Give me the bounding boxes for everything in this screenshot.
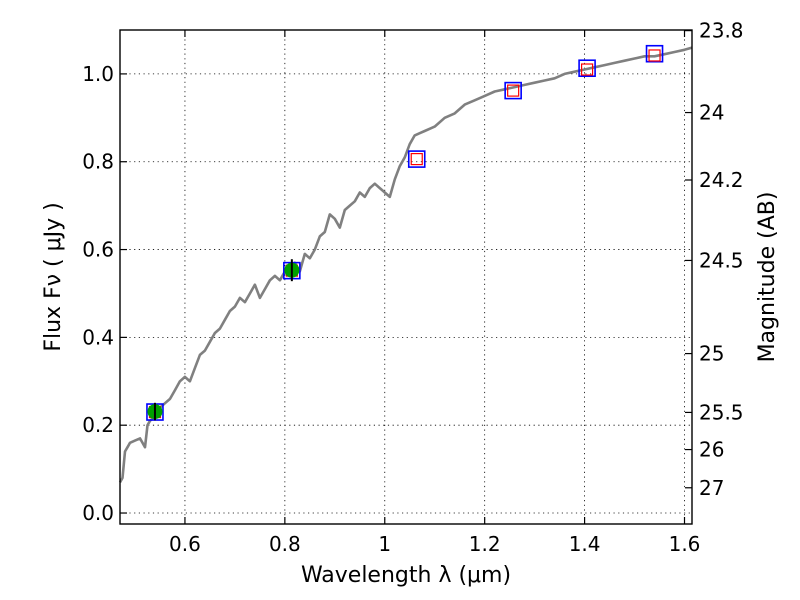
x-axis-title: Wavelength λ (μm) <box>301 563 511 588</box>
y-axis-title: Flux Fν ( μJy ) <box>41 202 66 351</box>
y-tick-label: 0.4 <box>82 325 114 349</box>
y2-tick-label: 24.5 <box>699 248 744 272</box>
model-box <box>580 63 594 76</box>
sed-line <box>118 46 693 483</box>
y2-tick-label: 27 <box>699 476 724 500</box>
y-axis-right: 23.8 24 24.2 24.5 25 25.5 26 27 <box>685 19 744 500</box>
plot-frame <box>119 29 693 525</box>
y-tick-label: 1.0 <box>82 62 114 86</box>
model-box <box>507 84 520 97</box>
y2-tick-label: 24 <box>699 101 724 125</box>
x-tick-label: 1.6 <box>669 532 701 556</box>
y2-tick-label: 26 <box>699 438 724 462</box>
y-axis-left: 0.0 0.2 0.4 0.6 0.8 1.0 <box>82 62 127 525</box>
model-box <box>648 49 661 62</box>
y-tick-label: 0.0 <box>82 501 114 525</box>
y-tick-label: 0.2 <box>82 413 114 437</box>
x-axis: 0.6 0.8 1 1.2 1.4 1.6 <box>169 30 700 556</box>
x-tick-label: 0.6 <box>169 532 201 556</box>
y-tick-label: 0.8 <box>82 150 114 174</box>
observed-box <box>578 59 596 78</box>
observed-box <box>645 44 664 63</box>
y2-tick-label: 24.2 <box>699 168 744 192</box>
x-tick-label: 1.4 <box>569 532 601 556</box>
x-tick-label: 1.2 <box>469 532 501 556</box>
x-tick-label: 1 <box>378 532 391 556</box>
y2-tick-label: 25.5 <box>699 400 744 424</box>
observed-box <box>407 150 426 168</box>
plot-area <box>118 44 693 483</box>
model-box <box>410 152 423 166</box>
y-tick-label: 0.6 <box>82 238 114 262</box>
y2-axis-title: Magnitude (AB) <box>755 192 780 363</box>
y2-tick-label: 25 <box>699 342 724 366</box>
observed-box <box>504 81 522 100</box>
x-tick-label: 0.8 <box>269 532 301 556</box>
grid <box>120 30 692 524</box>
y2-tick-label: 23.8 <box>699 19 744 43</box>
